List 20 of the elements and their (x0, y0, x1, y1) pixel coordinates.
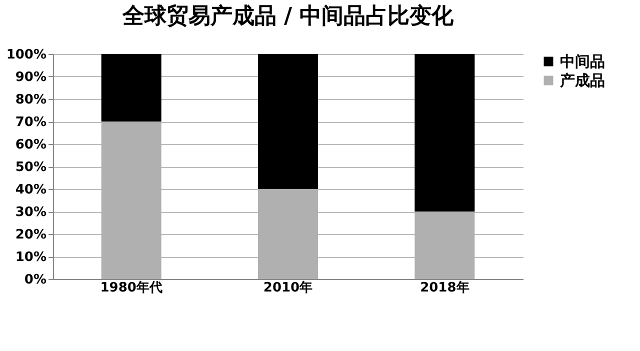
legend-label: 产成品 (559, 72, 605, 90)
y-tick-label: 0% (24, 272, 46, 288)
chart-title: 全球贸易产成品 / 中间品占比变化 (121, 3, 455, 29)
y-tick-label: 90% (15, 70, 46, 85)
bar (414, 54, 475, 212)
x-tick-label: 1980年代 (100, 280, 162, 296)
x-tick-label: 2018年 (420, 280, 470, 296)
y-tick-label: 80% (15, 92, 46, 108)
y-tick-label: 20% (15, 228, 46, 242)
y-tick-label: 30% (15, 205, 46, 220)
bar (258, 54, 318, 189)
x-tick-label: 2010年 (263, 280, 313, 296)
legend-label: 中间品 (560, 52, 605, 70)
y-tick-label: 60% (15, 138, 46, 152)
y-tick-label: 100% (6, 48, 46, 62)
y-tick-label: 40% (15, 182, 46, 198)
bar (101, 54, 162, 122)
y-tick-label: 50% (15, 160, 46, 175)
y-tick-label: 70% (15, 115, 46, 130)
y-tick-label: 10% (15, 250, 46, 265)
